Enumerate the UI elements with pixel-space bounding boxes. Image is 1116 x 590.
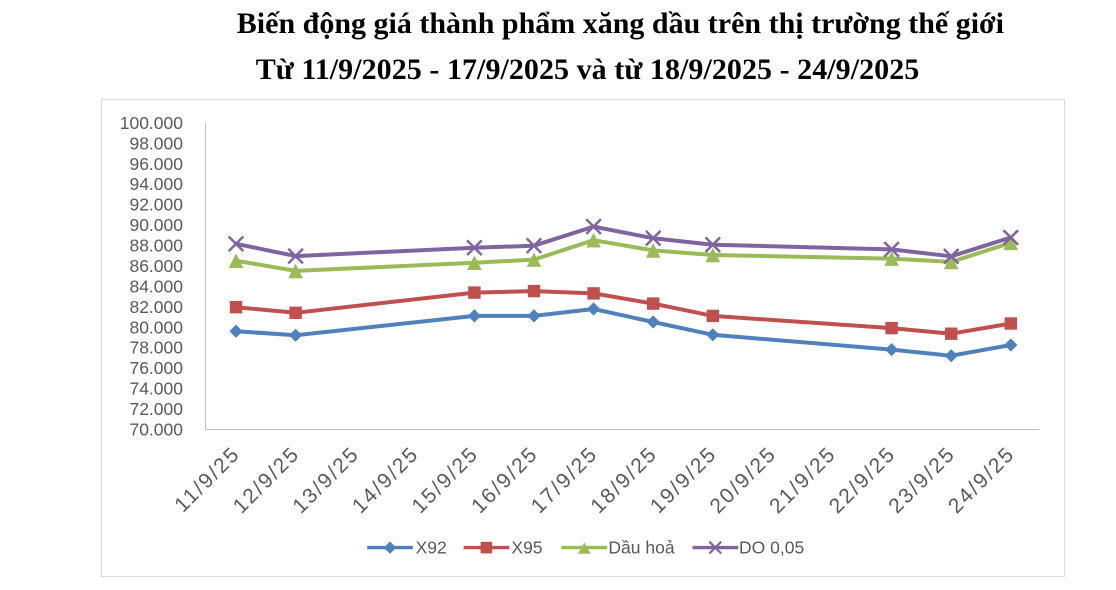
svg-text:78.000: 78.000 bbox=[129, 338, 183, 358]
svg-text:DO 0,05: DO 0,05 bbox=[739, 538, 804, 558]
svg-text:72.000: 72.000 bbox=[129, 399, 183, 419]
svg-text:24/9/25: 24/9/25 bbox=[944, 442, 1020, 518]
svg-text:70.000: 70.000 bbox=[129, 420, 183, 440]
svg-text:86.000: 86.000 bbox=[129, 256, 183, 276]
svg-text:96.000: 96.000 bbox=[129, 154, 183, 174]
svg-text:98.000: 98.000 bbox=[129, 133, 183, 153]
svg-text:88.000: 88.000 bbox=[129, 236, 183, 256]
svg-text:Dầu hoả: Dầu hoả bbox=[608, 538, 674, 558]
svg-text:84.000: 84.000 bbox=[129, 276, 183, 296]
svg-text:76.000: 76.000 bbox=[129, 358, 183, 378]
svg-text:90.000: 90.000 bbox=[129, 215, 183, 235]
svg-text:100.000: 100.000 bbox=[120, 113, 184, 133]
svg-text:74.000: 74.000 bbox=[129, 379, 183, 399]
svg-text:X95: X95 bbox=[511, 538, 542, 558]
svg-text:80.000: 80.000 bbox=[129, 317, 183, 337]
svg-text:82.000: 82.000 bbox=[129, 297, 183, 317]
svg-text:X92: X92 bbox=[416, 538, 447, 558]
svg-text:92.000: 92.000 bbox=[129, 195, 183, 215]
svg-text:94.000: 94.000 bbox=[129, 174, 183, 194]
